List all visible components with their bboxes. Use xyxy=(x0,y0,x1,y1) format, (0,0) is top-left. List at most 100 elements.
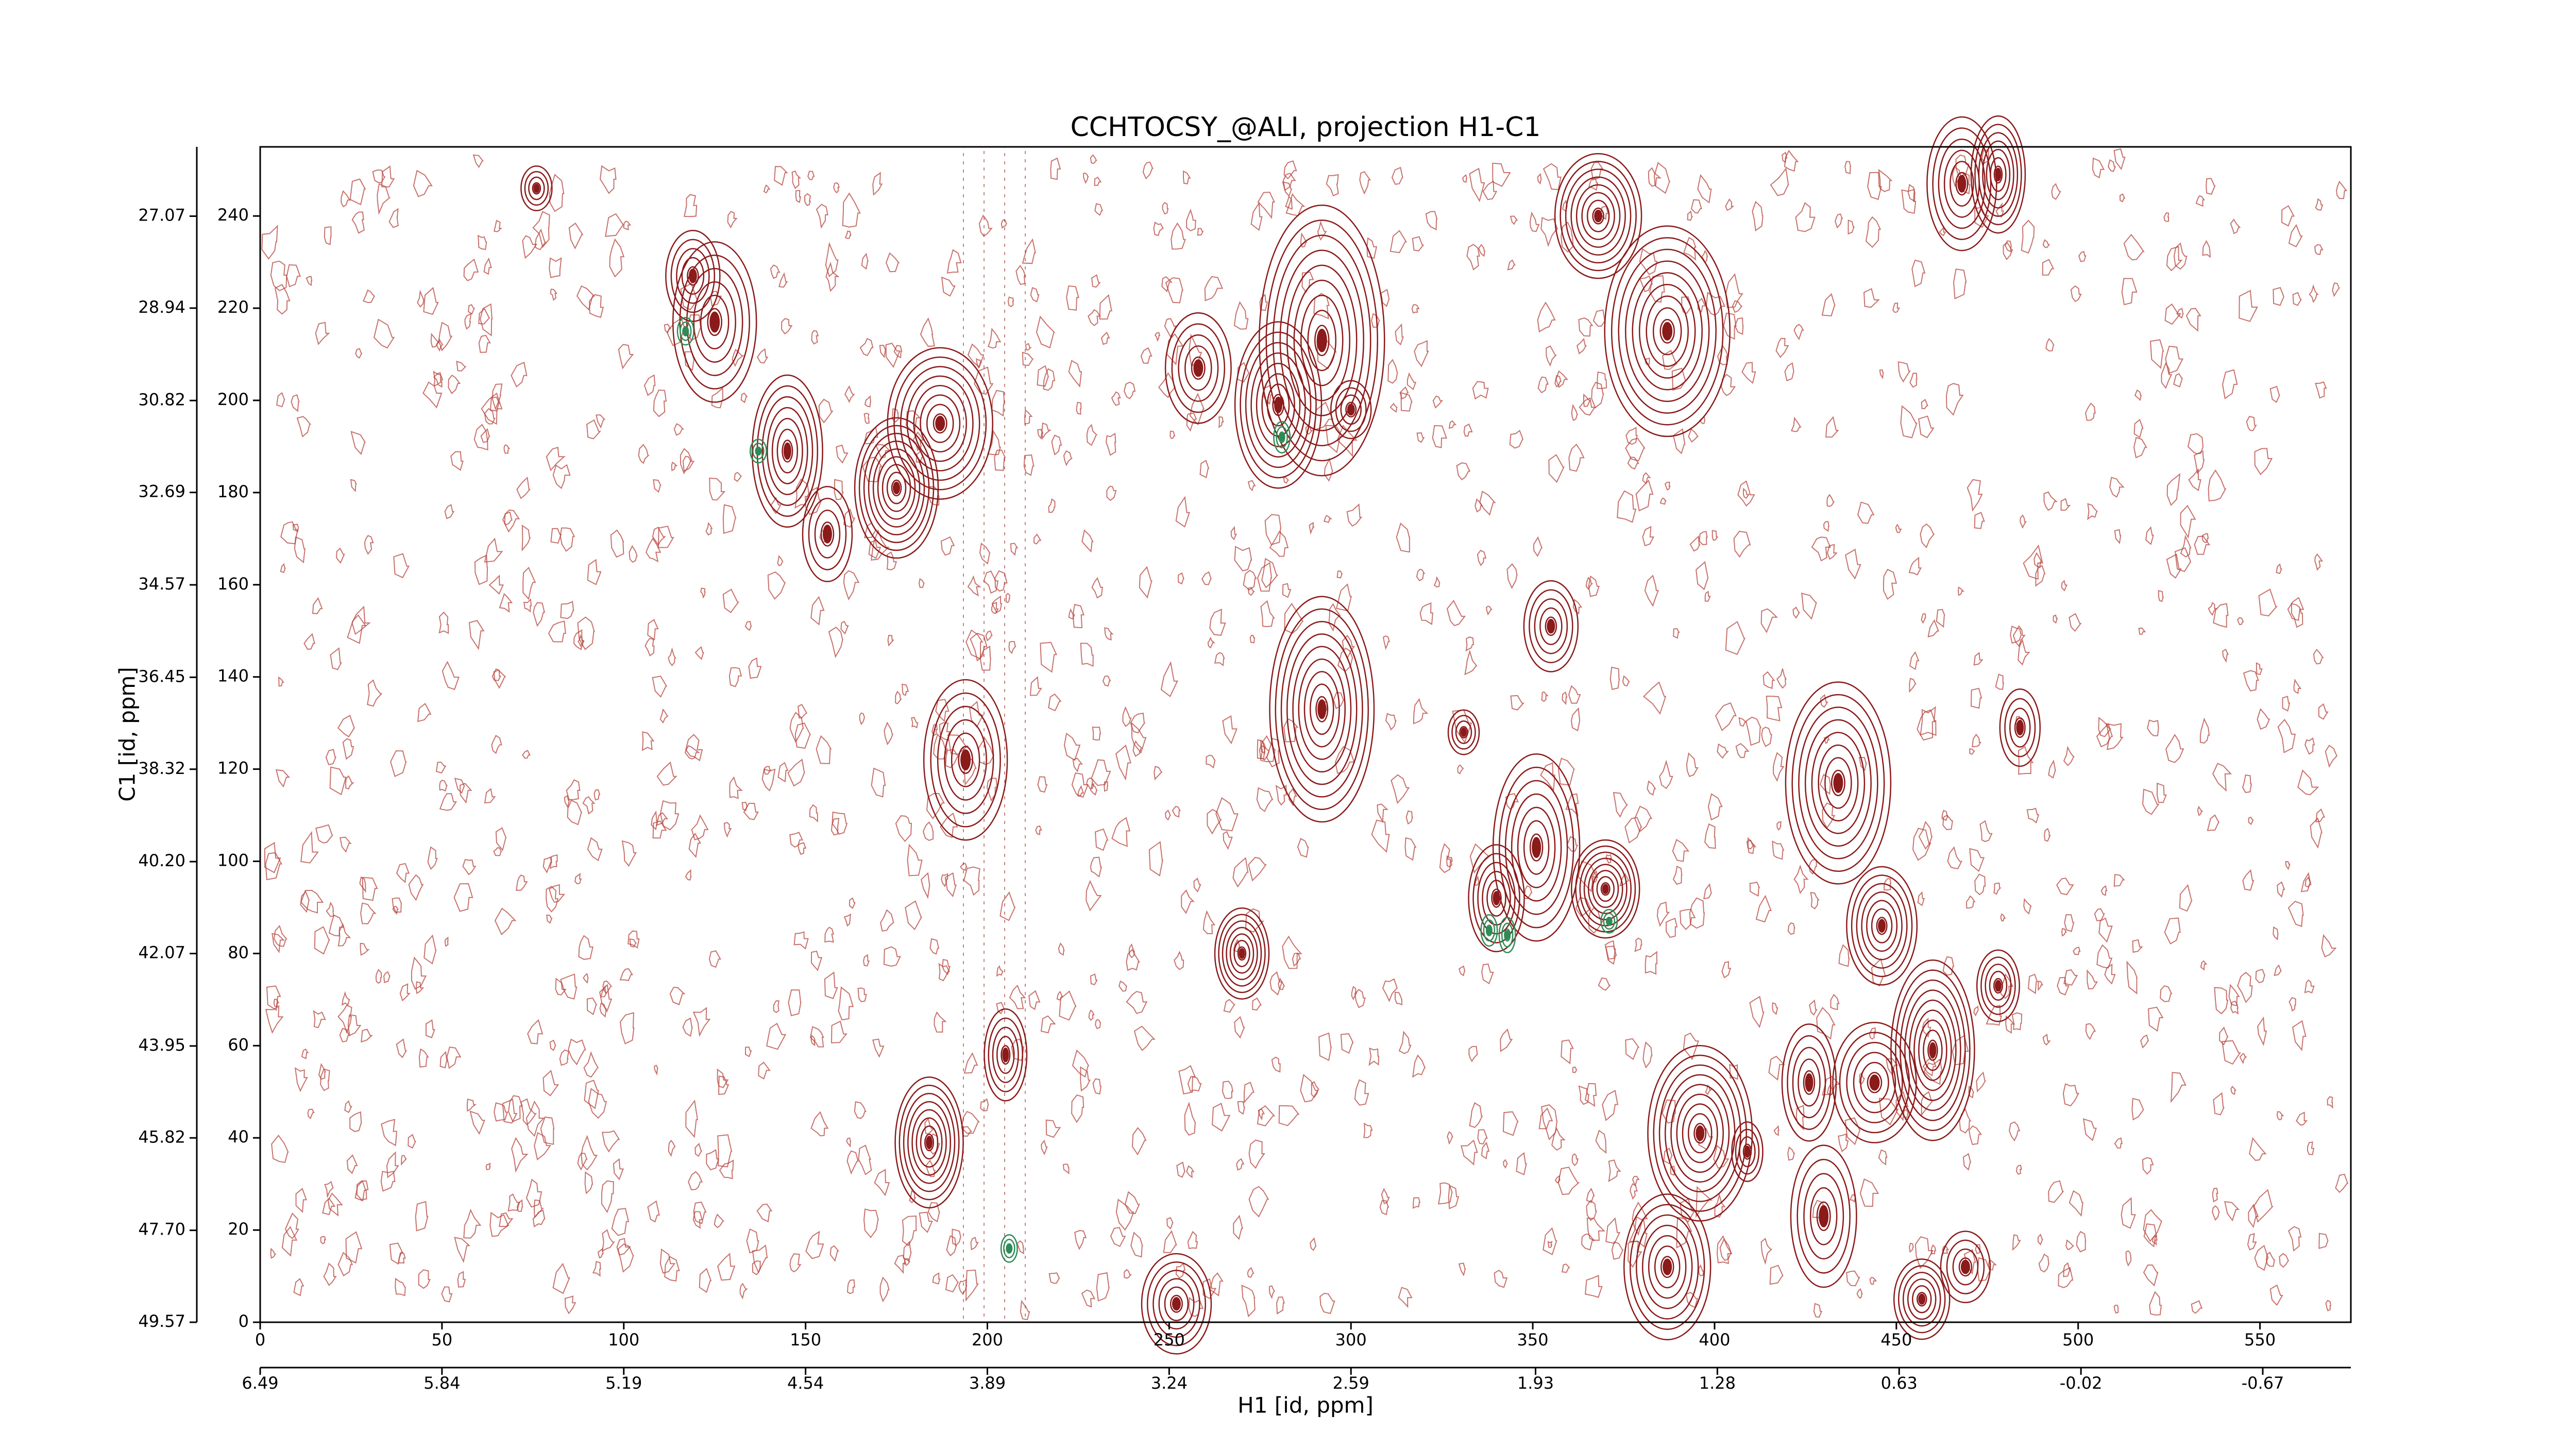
noise-contour xyxy=(628,930,640,949)
noise-contour xyxy=(1632,1175,1640,1187)
noise-contour xyxy=(2164,917,2181,945)
y-tick-label: 140 xyxy=(217,666,249,686)
noise-contour xyxy=(824,926,834,943)
noise-contour xyxy=(691,814,709,840)
noise-contour xyxy=(1284,602,1304,634)
noise-contour xyxy=(356,1180,369,1201)
noise-contour xyxy=(2213,1092,2225,1116)
noise-contour xyxy=(1683,1032,1700,1060)
noise-contour xyxy=(2042,259,2055,276)
noise-contour xyxy=(526,1178,543,1208)
noise-contour xyxy=(959,863,968,871)
peak xyxy=(1172,1297,1181,1311)
noise-contour xyxy=(1566,836,1579,852)
y-tick-label: 100 xyxy=(217,850,249,870)
noise-contour xyxy=(1040,1015,1056,1034)
noise-contour xyxy=(1883,568,1897,600)
noise-contour xyxy=(1516,1152,1527,1175)
peak-contour xyxy=(1485,924,1493,936)
noise-contour xyxy=(522,566,536,600)
noise-contour xyxy=(1080,643,1094,667)
noise-contour xyxy=(1249,634,1256,644)
noise-contour xyxy=(601,1130,620,1153)
noise-contour xyxy=(961,1110,980,1134)
noise-contour xyxy=(2125,1250,2132,1267)
noise-contour xyxy=(1689,897,1705,929)
noise-contour xyxy=(836,444,849,464)
peak-contour xyxy=(1468,844,1525,952)
noise-contour xyxy=(1223,831,1233,850)
noise-contour xyxy=(1283,160,1297,180)
noise-contour xyxy=(2100,885,2108,896)
peak-contour xyxy=(1832,1021,1917,1143)
peak-contour xyxy=(1237,946,1247,961)
noise-contour xyxy=(307,1108,315,1119)
noise-contour xyxy=(1598,977,1611,991)
peak-contour xyxy=(984,1008,1028,1102)
noise-contour xyxy=(862,457,883,482)
noise-contour xyxy=(1105,432,1116,456)
noise-contour xyxy=(1581,1234,1596,1251)
peak-contour xyxy=(808,498,847,570)
noise-contour xyxy=(2212,1205,2220,1221)
noise-contour xyxy=(1048,1272,1060,1284)
noise-contour xyxy=(573,629,585,650)
noise-contour xyxy=(599,165,617,194)
noise-contour xyxy=(1787,922,1795,935)
noise-contour xyxy=(1914,1236,1934,1269)
noise-contour xyxy=(994,449,1006,471)
noise-contour xyxy=(717,1134,733,1168)
noise-contour xyxy=(1142,161,1154,180)
noise-contour xyxy=(560,527,575,552)
noise-contour xyxy=(581,1135,598,1171)
noise-contour xyxy=(484,408,496,425)
peak-contour xyxy=(1638,283,1696,379)
noise-contour xyxy=(1391,774,1410,804)
noise-contour xyxy=(609,238,625,278)
peak xyxy=(1239,948,1245,959)
noise-contour xyxy=(1091,577,1104,599)
peak-contour xyxy=(2004,698,2036,757)
noise-contour xyxy=(2228,984,2240,1006)
noise-contour xyxy=(1939,226,1946,237)
noise-contour xyxy=(1111,391,1121,406)
noise-contour xyxy=(653,479,662,493)
noise-contour xyxy=(885,342,901,368)
noise-contour xyxy=(1981,149,1991,164)
noise-contour xyxy=(1124,1269,1132,1279)
peak-contour xyxy=(1492,753,1581,942)
noise-contour xyxy=(468,304,475,315)
peak-contour xyxy=(1982,140,2014,209)
noise-contour xyxy=(438,322,453,351)
noise-contour xyxy=(1503,1159,1508,1169)
peak-contour xyxy=(1226,926,1258,981)
noise-contour xyxy=(1507,259,1516,271)
peak-contour xyxy=(814,510,841,559)
noise-contour xyxy=(2258,588,2278,617)
noise-contour xyxy=(2287,901,2304,928)
noise-contour xyxy=(1233,938,1241,953)
peak-contour xyxy=(1938,138,1986,229)
noise-contour xyxy=(1733,531,1751,558)
peak-contour xyxy=(1818,744,1859,822)
noise-contour xyxy=(1432,425,1447,448)
noise-contour xyxy=(303,633,315,650)
noise-contour xyxy=(418,1269,431,1289)
noise-contour xyxy=(320,1068,330,1091)
noise-contour xyxy=(874,1169,890,1197)
peak-contour xyxy=(751,374,823,528)
noise-contour xyxy=(1867,172,1882,200)
noise-contour xyxy=(1068,360,1082,388)
noise-contour xyxy=(1509,430,1524,449)
noise-contour xyxy=(1819,773,1832,795)
noise-contour xyxy=(1624,817,1642,844)
noise-contour xyxy=(863,954,870,967)
noise-contour xyxy=(1160,661,1178,697)
noise-contour xyxy=(1237,1101,1245,1115)
noise-contour xyxy=(1170,430,1176,439)
noise-contour xyxy=(543,856,552,874)
noise-contour xyxy=(1595,1130,1607,1154)
noise-contour xyxy=(1761,726,1772,747)
noise-contour xyxy=(1359,171,1371,195)
noise-contour xyxy=(668,1139,676,1157)
